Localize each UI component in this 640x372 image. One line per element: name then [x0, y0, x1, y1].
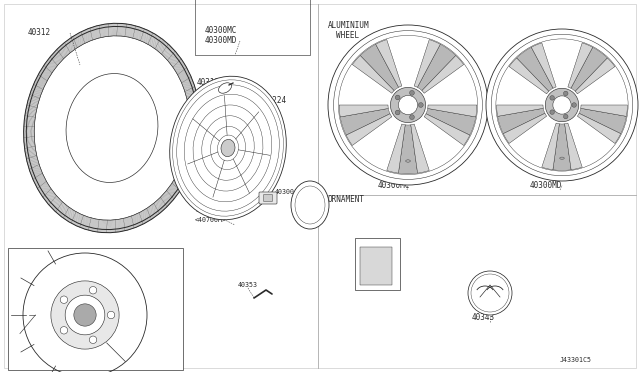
- Polygon shape: [575, 58, 615, 94]
- Text: (2): (2): [62, 337, 74, 343]
- Text: 40300A: 40300A: [275, 189, 299, 195]
- Text: 18X7.5J: 18X7.5J: [378, 51, 410, 60]
- Circle shape: [410, 90, 414, 95]
- Polygon shape: [571, 47, 607, 92]
- Text: <40700M>: <40700M>: [195, 217, 227, 223]
- Polygon shape: [428, 105, 477, 117]
- Circle shape: [390, 87, 426, 123]
- Circle shape: [410, 115, 414, 119]
- Ellipse shape: [66, 74, 158, 182]
- Text: 40343: 40343: [300, 219, 320, 225]
- Text: 40300MD: 40300MD: [530, 181, 563, 190]
- Polygon shape: [531, 43, 556, 88]
- Text: 40224: 40224: [264, 96, 287, 105]
- Ellipse shape: [221, 140, 235, 157]
- Circle shape: [563, 114, 568, 119]
- Text: WHEEL: WHEEL: [336, 31, 359, 40]
- Circle shape: [65, 295, 105, 335]
- Text: SEC.253: SEC.253: [195, 207, 223, 213]
- Polygon shape: [579, 108, 627, 134]
- Circle shape: [60, 327, 68, 334]
- Polygon shape: [498, 108, 545, 134]
- Text: 40311: 40311: [197, 77, 220, 87]
- Polygon shape: [497, 105, 543, 116]
- Ellipse shape: [406, 160, 410, 162]
- Polygon shape: [360, 44, 399, 91]
- Ellipse shape: [218, 83, 232, 93]
- Bar: [8, 248, 183, 370]
- Text: 40300MD: 40300MD: [205, 35, 237, 45]
- Polygon shape: [399, 125, 417, 174]
- Circle shape: [553, 96, 571, 114]
- Polygon shape: [503, 113, 547, 144]
- Circle shape: [90, 336, 97, 343]
- FancyBboxPatch shape: [264, 195, 273, 202]
- Ellipse shape: [170, 76, 286, 220]
- Polygon shape: [387, 124, 405, 173]
- Text: ®08110-8B01A: ®08110-8B01A: [40, 327, 88, 333]
- Text: 18X8.5J: 18X8.5J: [534, 51, 566, 60]
- Polygon shape: [542, 123, 559, 170]
- Text: 40300MC: 40300MC: [378, 181, 410, 190]
- Circle shape: [486, 29, 638, 181]
- Circle shape: [396, 110, 400, 115]
- Polygon shape: [509, 58, 549, 94]
- Text: ORNAMENT: ORNAMENT: [328, 195, 365, 204]
- Circle shape: [572, 103, 577, 107]
- Text: 40343: 40343: [472, 313, 495, 322]
- Circle shape: [550, 110, 554, 115]
- Polygon shape: [339, 105, 388, 117]
- Polygon shape: [422, 55, 463, 93]
- Circle shape: [108, 311, 115, 319]
- Polygon shape: [426, 109, 476, 135]
- Text: J43301C5: J43301C5: [560, 357, 592, 363]
- Polygon shape: [417, 44, 456, 91]
- Polygon shape: [340, 109, 390, 135]
- Circle shape: [398, 95, 417, 115]
- Polygon shape: [568, 43, 593, 88]
- Polygon shape: [424, 114, 470, 145]
- Circle shape: [60, 296, 68, 304]
- Polygon shape: [516, 47, 553, 92]
- Polygon shape: [577, 113, 621, 144]
- Circle shape: [90, 286, 97, 294]
- Circle shape: [74, 304, 96, 326]
- Circle shape: [396, 95, 400, 100]
- Text: 40353: 40353: [238, 282, 258, 288]
- Circle shape: [419, 103, 423, 108]
- Polygon shape: [353, 55, 394, 93]
- Polygon shape: [564, 123, 582, 170]
- Text: 44133Y: 44133Y: [95, 285, 119, 291]
- Polygon shape: [553, 124, 571, 170]
- Text: 40300AA: 40300AA: [360, 279, 388, 285]
- Text: ALUMINIUM: ALUMINIUM: [328, 21, 370, 30]
- FancyBboxPatch shape: [259, 192, 277, 204]
- Polygon shape: [346, 114, 392, 145]
- Circle shape: [563, 91, 568, 96]
- Circle shape: [550, 96, 554, 100]
- Bar: [355, 238, 400, 290]
- Polygon shape: [411, 124, 429, 173]
- Text: 40312: 40312: [28, 28, 51, 36]
- Ellipse shape: [560, 157, 564, 159]
- Circle shape: [51, 281, 119, 349]
- Bar: [360, 247, 392, 285]
- Polygon shape: [414, 39, 440, 87]
- Polygon shape: [580, 105, 627, 116]
- Bar: [195, 0, 310, 55]
- Circle shape: [328, 25, 488, 185]
- Polygon shape: [376, 39, 402, 87]
- Circle shape: [468, 271, 512, 315]
- Circle shape: [545, 88, 579, 122]
- Text: 40300MC: 40300MC: [205, 26, 237, 35]
- Ellipse shape: [291, 181, 329, 229]
